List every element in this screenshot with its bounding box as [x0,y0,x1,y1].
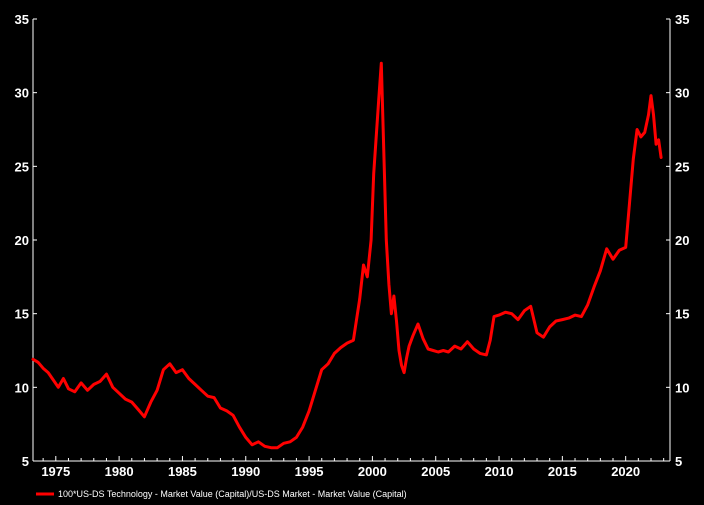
y-tick-label-right: 5 [675,454,682,469]
x-tick-label: 2000 [358,464,387,479]
y-tick-label-left: 10 [15,380,29,395]
x-tick-label: 1990 [231,464,260,479]
y-axis-left: 5 10 15 20 25 30 35 [15,12,37,469]
x-tick-label: 2020 [611,464,640,479]
y-tick-label-right: 25 [675,159,689,174]
y-tick-label-left: 25 [15,159,29,174]
y-tick-label-right: 15 [675,307,689,322]
y-tick-label-right: 35 [675,12,689,27]
legend: 100*US-DS Technology - Market Value (Cap… [36,489,407,499]
y-tick-label-left: 35 [15,12,29,27]
x-axis: 1975 1980 1985 1990 1995 2000 2005 2010 2015 2020 [41,456,665,479]
y-tick-label-right: 20 [675,233,689,248]
x-tick-label: 2015 [548,464,577,479]
x-tick-label: 1980 [105,464,134,479]
y-tick-label-left: 30 [15,86,29,101]
series-group [31,61,663,450]
y-tick-label-left: 20 [15,233,29,248]
x-tick-label: 1995 [295,464,324,479]
y-axis-right: 5 10 15 20 25 30 35 [666,12,689,469]
chart-axes [32,19,671,462]
series-line-0 [31,61,663,450]
y-tick-label-right: 30 [675,86,689,101]
x-tick-label: 1975 [41,464,70,479]
y-tick-label-left: 5 [22,454,29,469]
x-tick-label: 2005 [421,464,450,479]
x-tick-label: 2010 [485,464,514,479]
x-tick-label: 1985 [168,464,197,479]
y-tick-label-right: 10 [675,380,689,395]
legend-label: 100*US-DS Technology - Market Value (Cap… [58,489,407,499]
y-tick-label-left: 15 [15,307,29,322]
